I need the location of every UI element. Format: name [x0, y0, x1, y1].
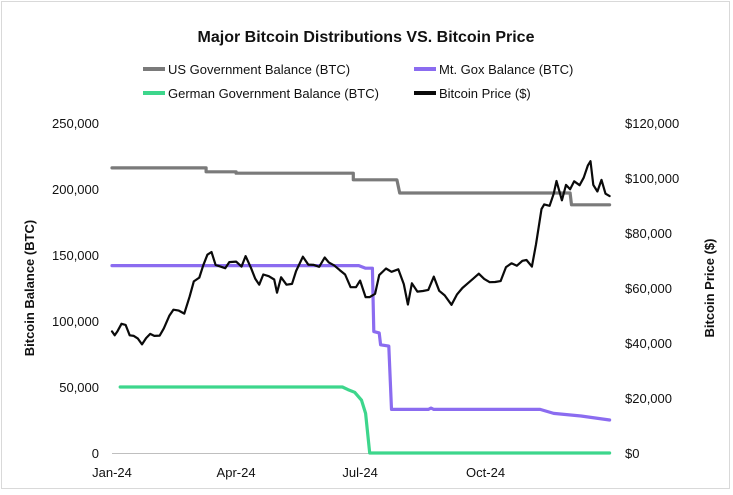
- x-tick-label: Oct-24: [466, 465, 505, 480]
- y-left-tick-label: 150,000: [52, 248, 99, 263]
- y-left-tick-label: 250,000: [52, 116, 99, 131]
- legend-item-mt-gox-balance-btc[interactable]: Mt. Gox Balance (BTC): [414, 62, 573, 77]
- y-right-tick-label: $80,000: [625, 226, 672, 241]
- x-tick-label: Jul-24: [342, 465, 377, 480]
- legend-label: US Government Balance (BTC): [168, 62, 350, 77]
- legend-label: Mt. Gox Balance (BTC): [439, 62, 573, 77]
- legend-label: Bitcoin Price ($): [439, 86, 531, 101]
- legend-item-us-government-balance-btc[interactable]: US Government Balance (BTC): [143, 62, 350, 77]
- series-line-us-government-balance-btc: [110, 166, 612, 207]
- legend-label: German Government Balance (BTC): [168, 86, 379, 101]
- y-right-tick-label: $60,000: [625, 281, 672, 296]
- y-right-axis-label: Bitcoin Price ($): [702, 239, 717, 338]
- series-line-german-government-balance-btc: [118, 385, 612, 455]
- y-left-tick-label: 200,000: [52, 182, 99, 197]
- x-tick-label: Jan-24: [92, 465, 132, 480]
- chart-title: Major Bitcoin Distributions VS. Bitcoin …: [198, 29, 535, 46]
- y-right-tick-label: $100,000: [625, 171, 679, 186]
- y-right-tick-label: $0: [625, 446, 639, 461]
- y-right-tick-label: $40,000: [625, 336, 672, 351]
- x-tick-label: Apr-24: [217, 465, 256, 480]
- y-right-tick-label: $120,000: [625, 116, 679, 131]
- y-left-axis-label: Bitcoin Balance (BTC): [22, 220, 37, 357]
- legend-item-german-government-balance-btc[interactable]: German Government Balance (BTC): [143, 86, 379, 101]
- series-line-mt-gox-balance-btc: [110, 264, 612, 422]
- y-left-tick-label: 50,000: [59, 380, 99, 395]
- legend-item-bitcoin-price[interactable]: Bitcoin Price ($): [414, 86, 531, 101]
- series-line-bitcoin-price: [110, 160, 611, 346]
- y-right-tick-label: $20,000: [625, 391, 672, 406]
- y-left-tick-label: 0: [92, 446, 99, 461]
- y-left-tick-label: 100,000: [52, 314, 99, 329]
